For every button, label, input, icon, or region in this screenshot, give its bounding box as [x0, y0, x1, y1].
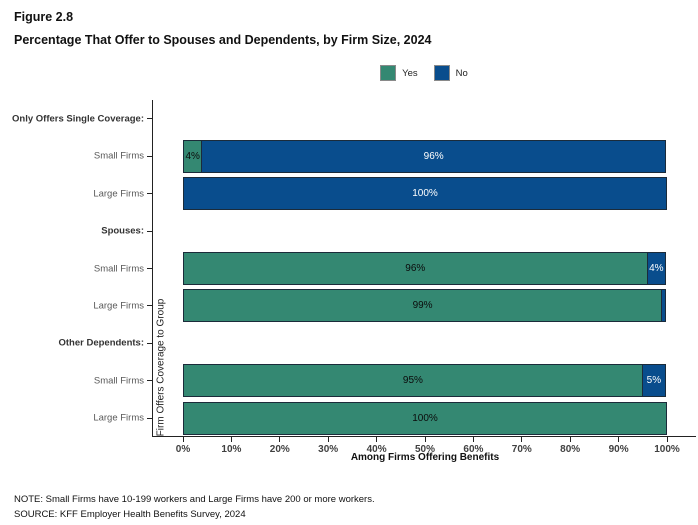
x-axis-tick — [521, 437, 523, 442]
y-axis-tick — [147, 193, 152, 195]
y-axis-title: Firm Offers Coverage to Group — [155, 298, 167, 437]
x-axis-tick — [569, 437, 571, 442]
x-axis-tick — [472, 437, 474, 442]
x-tick-label: 30% — [318, 444, 339, 455]
source-text: SOURCE: KFF Employer Health Benefits Sur… — [14, 509, 246, 520]
bar-value-label: 100% — [412, 188, 438, 200]
legend-swatch — [433, 65, 450, 81]
x-axis-tick — [424, 437, 426, 442]
bar-value-label: 96% — [405, 263, 426, 274]
y-axis-tick — [147, 268, 152, 269]
bar-value-label: 4% — [185, 150, 200, 162]
category-label: Large Firms — [93, 188, 144, 200]
legend: Yes No — [152, 62, 696, 84]
legend-item: No — [433, 65, 468, 81]
x-axis-tick — [182, 437, 184, 442]
category-label: Small Firms — [93, 263, 144, 274]
y-axis-tick — [147, 230, 152, 232]
x-tick-label: 60% — [463, 444, 484, 455]
legend-label: Yes — [402, 67, 418, 79]
x-tick-label: 20% — [269, 444, 290, 455]
bar-segment-no: 100% — [183, 177, 667, 211]
plot-panel: Firm Offers Coverage to Group — [152, 100, 696, 437]
bar-segment-no: 5% — [641, 364, 666, 398]
x-axis-tick — [666, 437, 668, 442]
bar-value-label: 99% — [412, 300, 433, 312]
x-axis-tick — [327, 437, 329, 442]
note-text: NOTE: Small Firms have 10-199 workers an… — [14, 494, 375, 505]
bar-segment-yes: 95% — [183, 364, 643, 398]
legend-label: No — [455, 67, 468, 79]
bar-row: 99% — [183, 289, 666, 323]
bar-segment-yes: 4% — [183, 139, 203, 173]
x-tick-label: 90% — [608, 444, 629, 455]
y-axis-tick — [147, 305, 152, 307]
figure-label: Figure 2.8 — [14, 10, 74, 24]
bar-row: 95% 5% — [183, 364, 666, 398]
bar-value-label: 100% — [412, 412, 438, 424]
x-tick-label: 40% — [366, 444, 387, 455]
x-axis-tick — [230, 437, 232, 442]
x-axis-tick — [279, 437, 281, 442]
bar-value-label: 4% — [649, 263, 664, 274]
category-group-label: Only Offers Single Coverage: — [12, 113, 144, 125]
x-tick-label: 10% — [221, 444, 242, 455]
y-axis-tick — [147, 380, 152, 382]
x-tick-label: 0% — [175, 444, 191, 455]
bar-value-label: 96% — [423, 150, 444, 162]
x-axis-tick — [618, 437, 620, 442]
bar-value-label: 5% — [646, 375, 662, 387]
category-label: Small Firms — [93, 150, 144, 162]
x-tick-label: 70% — [511, 444, 532, 455]
x-axis-title: Among Firms Offering Benefits — [350, 452, 500, 463]
bar-value-label: 95% — [402, 375, 423, 387]
bar-segment-no: 96% — [201, 139, 666, 173]
footnotes: NOTE: Small Firms have 10-199 workers an… — [14, 492, 375, 522]
category-group-label: Other Dependents: — [58, 337, 144, 349]
category-label: Large Firms — [93, 300, 144, 312]
y-axis-tick — [147, 342, 152, 344]
x-tick-label: 100% — [654, 444, 680, 455]
legend-item: Yes — [380, 65, 418, 81]
bar-segment-yes: 99% — [183, 289, 663, 323]
page-title: Percentage That Offer to Spouses and Dep… — [14, 33, 432, 47]
bar-segment-yes: 96% — [183, 252, 648, 285]
bar-row: 4% 96% — [183, 139, 666, 173]
y-axis-tick — [147, 155, 152, 157]
y-axis-tick — [147, 417, 152, 419]
bar-segment-no — [661, 289, 666, 323]
x-tick-label: 50% — [414, 444, 436, 455]
bar-row: 100% — [183, 177, 667, 211]
legend-swatch — [380, 65, 397, 81]
bar-row: 100% — [183, 401, 667, 435]
x-axis-tick — [376, 437, 378, 442]
y-axis-tick — [147, 118, 152, 120]
category-label: Small Firms — [93, 375, 144, 387]
bar-row: 96% 4% — [183, 252, 666, 285]
bar-segment-no: 4% — [646, 252, 666, 285]
x-tick-label: 80% — [560, 444, 581, 455]
bar-segment-yes: 100% — [183, 401, 667, 435]
category-label: Large Firms — [93, 412, 144, 424]
category-group-label: Spouses: — [101, 225, 144, 237]
